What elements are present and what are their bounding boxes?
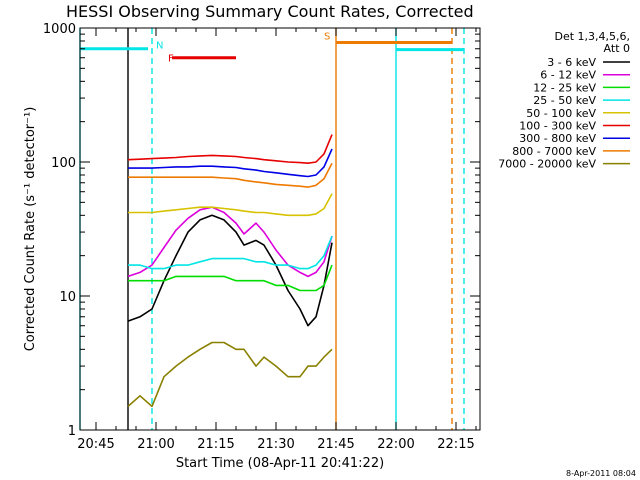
x-tick-label: 22:00: [377, 437, 414, 452]
legend-entry-label: 800 - 7000 keV: [512, 145, 596, 158]
series-line-3-6-kev: [127, 214, 333, 327]
series-line-800-7000-kev: [128, 162, 333, 188]
legend-entry-label: 6 - 12 keV: [540, 69, 596, 82]
x-tick-label: 20:45: [77, 437, 114, 452]
legend-entry-label: 50 - 100 keV: [526, 107, 596, 120]
x-tick-label: 21:15: [197, 437, 234, 452]
axes: 1 10 100 1000 20:45 21:00 21:15 21:30 21:45 22:00…: [43, 22, 480, 452]
legend-entry-label: 300 - 800 keV: [519, 132, 596, 145]
x-axis-label: Start Time (08-Apr-11 20:41:22): [176, 456, 384, 471]
y-tick-label: 1000: [43, 22, 76, 37]
footer-timestamp: 8-Apr-2011 08:04: [566, 469, 636, 478]
series-line-12-25-kev: [128, 264, 333, 292]
series-line-25-50-kev: [128, 235, 333, 270]
chart-title: HESSI Observing Summary Count Rates, Cor…: [66, 2, 474, 21]
legend-entry-label: 12 - 25 keV: [533, 81, 596, 94]
legend-header: Att 0: [604, 42, 630, 55]
legend-entry-label: 7000 - 20000 keV: [498, 158, 596, 171]
legend-entry-label: 100 - 300 keV: [519, 120, 596, 133]
x-tick-label: 21:30: [257, 437, 294, 452]
legend-header: Det 1,3,4,5,6,: [554, 30, 630, 43]
plot-area: NF S: [79, 28, 465, 430]
legend-entry-label: 3 - 6 keV: [547, 56, 596, 69]
x-tick-label: 21:45: [317, 437, 354, 452]
series-line-50-100-kev: [128, 193, 333, 217]
x-tick-label: 21:00: [137, 437, 174, 452]
plot-frame: [79, 27, 481, 431]
annotation-label: F: [168, 54, 174, 65]
series-line-7000-20000-kev: [127, 341, 333, 408]
series-line-100-300-kev: [127, 134, 333, 164]
series-line-300-800-kev: [128, 148, 333, 178]
y-tick-label: 1: [68, 424, 76, 439]
y-tick-label: 100: [51, 156, 76, 171]
x-tick-label: 22:15: [437, 437, 474, 452]
legend-entry-label: 25 - 50 keV: [533, 94, 596, 107]
y-tick-label: 10: [59, 290, 76, 305]
annotation-label: N: [156, 41, 163, 52]
series-line-6-12-kev: [127, 206, 333, 278]
annotation-label: S: [324, 31, 330, 42]
y-axis-label: Corrected Count Rate (s⁻¹ detector⁻¹): [23, 107, 38, 352]
